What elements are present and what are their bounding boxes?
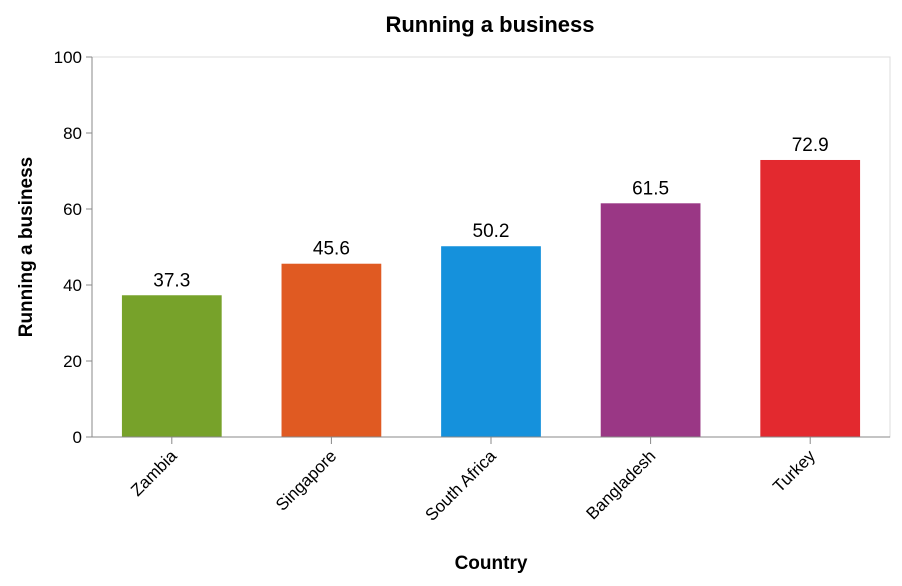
y-tick-label: 100 — [54, 48, 82, 67]
bar-bangladesh — [600, 203, 701, 437]
x-tick-label: Singapore — [272, 446, 340, 514]
data-labels: 37.3 45.6 50.2 61.5 72.9 — [153, 135, 828, 291]
y-axis-ticks: 0 20 40 60 80 100 — [54, 48, 92, 447]
y-tick-label: 80 — [63, 124, 82, 143]
data-label: 50.2 — [473, 221, 510, 242]
bar-singapore — [281, 263, 382, 437]
y-tick-label: 60 — [63, 200, 82, 219]
bars — [121, 159, 861, 438]
data-label: 61.5 — [632, 178, 669, 199]
y-tick-label: 40 — [63, 276, 82, 295]
x-tick-label: South Africa — [422, 446, 501, 525]
bar-turkey — [760, 159, 861, 438]
bar-south-africa — [441, 246, 541, 437]
y-axis-title: Running a business — [16, 157, 37, 338]
bar-zambia — [121, 295, 222, 437]
data-label: 45.6 — [313, 239, 350, 260]
data-label: 72.9 — [792, 135, 829, 156]
x-axis-ticks: Zambia Singapore South Africa Bangladesh Tur… — [127, 437, 819, 525]
chart-title: Running a business — [385, 12, 594, 37]
y-tick-label: 0 — [73, 428, 82, 447]
plot-area: 37.3 45.6 50.2 61.5 72.9 0 20 40 60 80 100 Zambia… — [54, 48, 891, 525]
x-tick-label: Turkey — [769, 446, 819, 496]
x-axis-title: Country — [455, 553, 528, 574]
data-label: 37.3 — [153, 270, 190, 291]
y-tick-label: 20 — [63, 352, 82, 371]
x-tick-label: Zambia — [127, 446, 181, 500]
x-tick-label: Bangladesh — [582, 446, 659, 523]
